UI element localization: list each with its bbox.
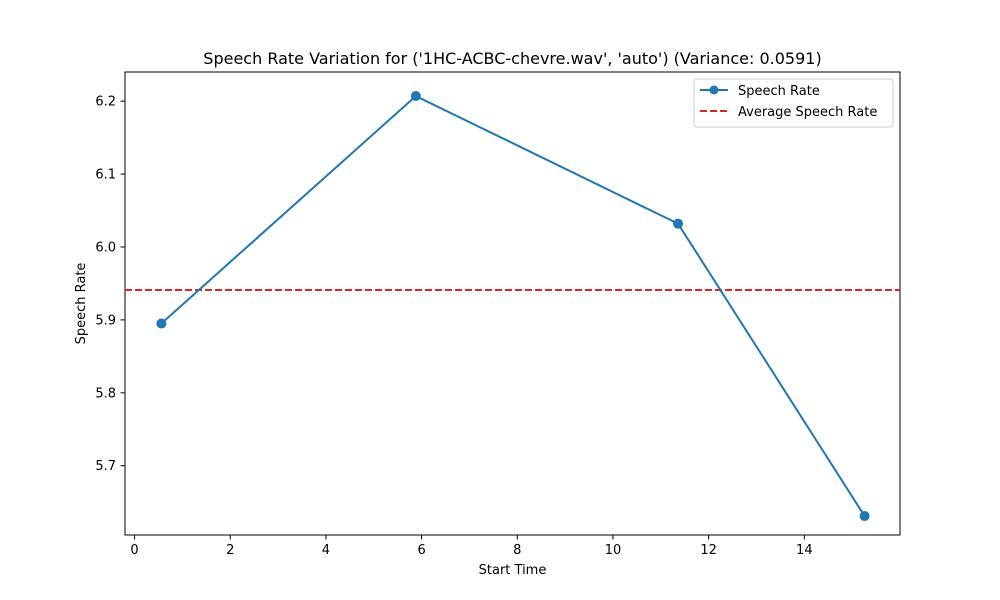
x-tick-label: 6 — [417, 543, 425, 558]
x-tick-label: 2 — [226, 543, 234, 558]
x-axis-label: Start Time — [479, 563, 547, 578]
plot-area: 0 2 4 6 8 10 12 14 5.7 5.8 5.9 6.0 6.1 6.2 — [95, 71, 901, 558]
legend-speech-rate-label: Speech Rate — [738, 84, 820, 99]
x-tick-label: 4 — [322, 543, 330, 558]
legend-speech-rate-marker — [709, 85, 719, 95]
x-tick-label: 12 — [700, 543, 717, 558]
y-tick-label: 5.9 — [95, 313, 116, 328]
x-tick-label: 14 — [796, 543, 813, 558]
y-tick-label: 5.7 — [95, 459, 116, 474]
speech-rate-point — [410, 91, 421, 102]
chart-title: Speech Rate Variation for ('1HC-ACBC-che… — [203, 49, 821, 68]
x-tick-label: 0 — [130, 543, 138, 558]
speech-rate-point — [859, 511, 870, 522]
x-tick-label: 10 — [605, 543, 622, 558]
legend: Speech Rate Average Speech Rate — [693, 78, 894, 128]
legend-box — [693, 78, 894, 128]
y-tick-label: 6.0 — [95, 240, 116, 255]
y-axis-label: Speech Rate — [74, 263, 89, 345]
speech-rate-line — [160, 94, 866, 517]
speech-rate-point — [156, 318, 167, 329]
legend-average-label: Average Speech Rate — [738, 105, 877, 120]
y-tick-label: 6.1 — [95, 168, 116, 183]
y-tick-label: 5.8 — [95, 386, 116, 401]
x-tick-label: 8 — [513, 543, 521, 558]
axes-frame — [124, 71, 901, 536]
y-tick-label: 6.2 — [95, 95, 116, 110]
speech-rate-point — [673, 218, 684, 229]
